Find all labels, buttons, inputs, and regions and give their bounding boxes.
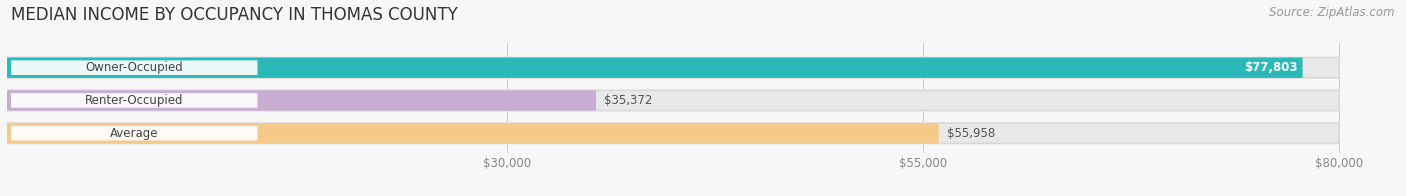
- Text: $55,958: $55,958: [946, 127, 995, 140]
- FancyBboxPatch shape: [7, 58, 1302, 78]
- FancyBboxPatch shape: [7, 123, 1339, 143]
- Text: Source: ZipAtlas.com: Source: ZipAtlas.com: [1270, 6, 1395, 19]
- FancyBboxPatch shape: [7, 123, 939, 143]
- FancyBboxPatch shape: [7, 90, 1339, 111]
- FancyBboxPatch shape: [11, 126, 257, 141]
- Text: $77,803: $77,803: [1244, 61, 1298, 74]
- FancyBboxPatch shape: [11, 60, 257, 75]
- FancyBboxPatch shape: [7, 58, 1339, 78]
- Text: Renter-Occupied: Renter-Occupied: [84, 94, 184, 107]
- Text: Owner-Occupied: Owner-Occupied: [86, 61, 183, 74]
- Text: MEDIAN INCOME BY OCCUPANCY IN THOMAS COUNTY: MEDIAN INCOME BY OCCUPANCY IN THOMAS COU…: [11, 6, 458, 24]
- FancyBboxPatch shape: [11, 93, 257, 108]
- FancyBboxPatch shape: [7, 90, 596, 111]
- Text: Average: Average: [110, 127, 159, 140]
- Text: $35,372: $35,372: [605, 94, 652, 107]
